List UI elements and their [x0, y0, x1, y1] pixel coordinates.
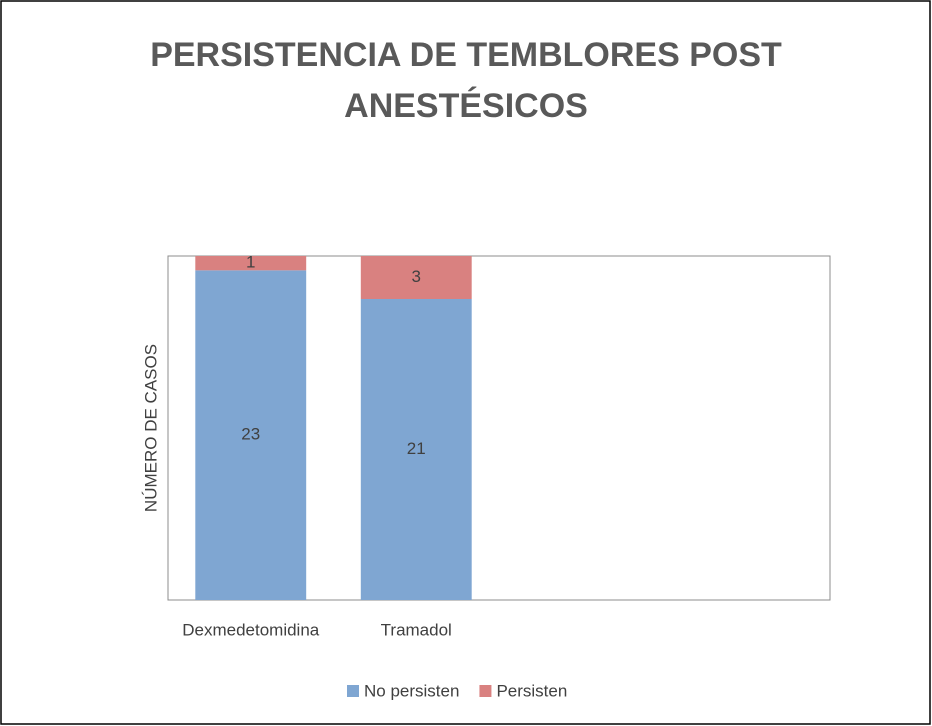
legend-label: No persisten [364, 681, 459, 700]
x-tick-label: Dexmedetomidina [182, 620, 320, 639]
bar-segment [195, 256, 307, 271]
x-tick-label: Tramadol [381, 620, 452, 639]
legend-swatch [347, 685, 359, 697]
legend-label: Persisten [496, 681, 567, 700]
y-axis-label: NÚMERO DE CASOS [141, 344, 160, 512]
legend-swatch [479, 685, 492, 697]
bar-segment [195, 270, 307, 600]
bar-segment [360, 256, 472, 299]
data-label: 23 [241, 425, 260, 444]
bar-segment [360, 299, 472, 600]
chart-title: PERSISTENCIA DE TEMBLORES POST ANESTÉSIC… [150, 36, 782, 125]
data-label: 1 [246, 253, 255, 272]
data-label: 21 [407, 439, 426, 458]
plot-area [167, 255, 831, 601]
data-label: 3 [412, 267, 421, 286]
